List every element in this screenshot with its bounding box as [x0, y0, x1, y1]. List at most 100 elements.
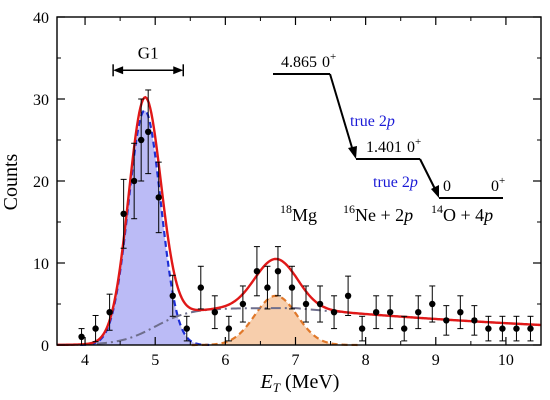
data-marker: [106, 309, 113, 316]
data-point: [225, 315, 233, 342]
data-marker: [264, 284, 271, 291]
data-marker: [344, 292, 352, 299]
data-marker: [274, 268, 282, 275]
data-marker: [144, 128, 152, 135]
y-tick-label: 10: [33, 256, 49, 273]
data-marker: [316, 300, 324, 308]
data-marker: [330, 309, 338, 316]
g1-range-marker: G1: [112, 43, 185, 77]
data-marker: [429, 300, 436, 308]
data-point: [302, 285, 310, 323]
data-marker: [92, 325, 99, 332]
data-marker: [78, 333, 85, 340]
data-point: [499, 315, 506, 342]
level-3-spin: 0+: [491, 175, 505, 195]
decay-arrow-1: [329, 73, 354, 152]
data-point: [130, 142, 138, 220]
true-2p-label-1: true 2p: [350, 113, 395, 130]
data-marker: [386, 309, 394, 316]
data-marker: [457, 309, 464, 316]
data-point: [372, 295, 380, 330]
peak-2-fill: [191, 295, 361, 345]
data-point: [239, 285, 247, 323]
data-points: [78, 89, 534, 346]
data-marker: [527, 325, 534, 332]
decay-arrow-2: [419, 158, 437, 192]
data-point: [344, 275, 352, 316]
data-point: [401, 315, 408, 342]
peak-1-fill: [80, 110, 210, 345]
y-tick-label: 30: [33, 92, 49, 109]
data-marker: [513, 325, 520, 332]
data-marker: [443, 317, 450, 324]
data-marker: [137, 136, 145, 144]
data-marker: [120, 210, 127, 217]
data-point: [197, 265, 204, 310]
y-tick-label: 20: [33, 174, 49, 191]
data-point: [457, 295, 464, 330]
data-point: [471, 305, 478, 336]
x-tick-label: 8: [362, 352, 370, 369]
data-marker: [155, 194, 162, 201]
y-tick-label: 0: [41, 338, 49, 355]
level-3-energy: 0: [443, 178, 451, 195]
nucleus-o14: 14O + 4p: [431, 202, 493, 225]
data-point: [137, 98, 145, 182]
data-point: [316, 285, 324, 323]
x-tick-label: 5: [151, 352, 159, 369]
data-point: [429, 285, 436, 323]
x-tick-label: 7: [291, 352, 299, 369]
x-tick-label: 6: [221, 352, 229, 369]
data-point: [513, 315, 520, 342]
data-marker: [499, 325, 506, 332]
decay-level-scheme: 4.865 0+ 1.401 0+ 0 0+ true 2p true 2p 18M…: [273, 51, 505, 225]
data-point: [211, 295, 219, 330]
g1-arrow-left: [113, 66, 124, 75]
data-marker: [372, 309, 380, 316]
g1-label: G1: [138, 43, 159, 62]
y-axis-label: Counts: [0, 153, 22, 210]
x-tick-label: 4: [81, 352, 89, 369]
data-point: [92, 314, 99, 343]
data-point: [253, 246, 261, 297]
data-marker: [211, 309, 219, 316]
data-marker: [253, 268, 261, 275]
data-marker: [183, 325, 190, 332]
data-marker: [225, 325, 233, 332]
data-point: [485, 315, 492, 342]
data-marker: [471, 317, 478, 324]
data-marker: [358, 325, 366, 332]
data-point: [443, 305, 450, 336]
x-tick-label: 9: [432, 352, 440, 369]
data-marker: [197, 284, 204, 291]
data-marker: [130, 177, 138, 185]
data-point: [169, 274, 176, 317]
x-axis-label: ET (MeV): [260, 371, 340, 395]
axis-ticks: [57, 16, 542, 346]
data-point: [358, 315, 366, 342]
x-tick-label: 10: [498, 352, 514, 369]
data-point: [288, 265, 296, 310]
data-marker: [288, 284, 296, 291]
data-marker: [302, 300, 310, 308]
data-marker: [401, 325, 408, 332]
level-2-energy: 1.401 0+: [366, 136, 421, 156]
data-point: [386, 295, 394, 330]
data-point: [274, 246, 282, 297]
data-point: [330, 295, 338, 330]
data-point: [78, 328, 85, 346]
data-marker: [169, 292, 176, 299]
data-marker: [485, 325, 492, 332]
data-marker: [415, 309, 422, 316]
g1-arrow-right: [173, 66, 184, 75]
data-point: [120, 178, 127, 249]
true-2p-label-2: true 2p: [373, 174, 418, 191]
y-tick-label: 40: [33, 10, 49, 27]
data-point: [183, 315, 190, 342]
data-point: [106, 293, 113, 331]
data-point: [415, 295, 422, 330]
tick-labels: 4 5 6 7 8 9 10 0 10 20 30 40: [33, 10, 514, 369]
nucleus-mg18: 18Mg: [280, 202, 317, 225]
data-point: [264, 265, 271, 310]
